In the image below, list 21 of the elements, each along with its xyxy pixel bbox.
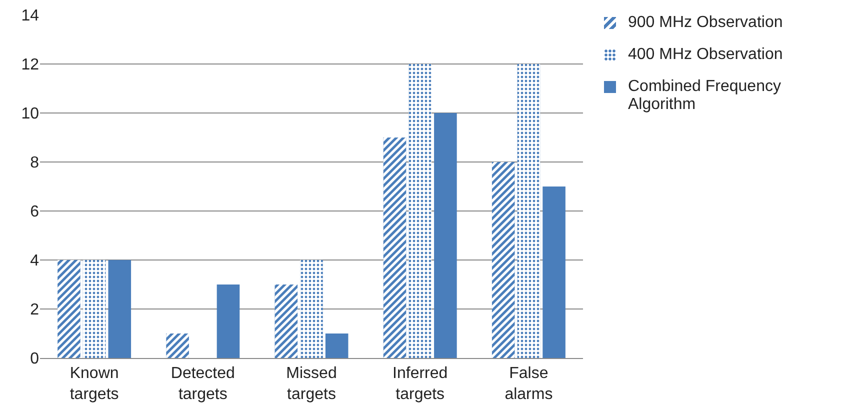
bar bbox=[108, 260, 132, 358]
bar bbox=[325, 334, 348, 358]
x-tick-label: Detected targets bbox=[170, 365, 235, 403]
y-tick-label: 14 bbox=[21, 8, 40, 25]
legend-label: Combined Frequency Algorithm bbox=[628, 78, 781, 114]
bar bbox=[434, 113, 457, 358]
y-tick-label: 12 bbox=[21, 56, 40, 74]
y-tick-label: 0 bbox=[30, 350, 40, 368]
y-tick-label: 8 bbox=[30, 154, 40, 172]
bar bbox=[542, 186, 566, 358]
x-tick-label: Missed targets bbox=[286, 365, 337, 403]
legend-label: 400 MHz Observation bbox=[628, 46, 783, 64]
y-tick-label: 2 bbox=[30, 302, 40, 319]
x-tick-label: False alarms bbox=[504, 365, 553, 403]
legend-label: 900 MHz Observation bbox=[628, 14, 783, 32]
x-tick-label: Inferred targets bbox=[392, 365, 448, 403]
bar bbox=[216, 284, 240, 358]
x-tick-label: Known targets bbox=[70, 365, 119, 403]
y-tick-label: 6 bbox=[30, 204, 40, 221]
y-tick-label: 10 bbox=[21, 106, 40, 123]
y-tick-label: 4 bbox=[30, 252, 40, 270]
